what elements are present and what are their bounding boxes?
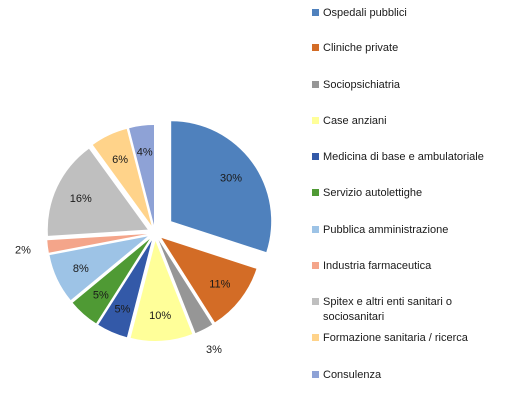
legend-label: Medicina di base e ambulatoriale <box>323 151 484 163</box>
legend-swatch <box>312 117 319 124</box>
pie-slice-11 <box>129 125 154 226</box>
pie-label-1: 30% <box>220 173 242 185</box>
legend-swatch <box>312 44 319 51</box>
legend-item: Case anziani <box>312 114 508 129</box>
legend-item: Ospedali pubblici <box>312 6 508 21</box>
pie-slice-10 <box>92 128 152 226</box>
pie-slice-2 <box>161 237 257 323</box>
legend-swatch <box>312 226 319 233</box>
pie-slice-3 <box>158 240 213 334</box>
legend-item: Formazione sanitaria / ricerca <box>312 331 508 346</box>
pie-slice-7 <box>49 236 148 301</box>
pie-label-4: 10% <box>149 310 171 322</box>
legend-label: Industria farmaceutica <box>323 260 432 272</box>
legend-label: Consulenza <box>323 369 382 381</box>
pie-label-5: 5% <box>114 303 130 315</box>
pie-slices <box>47 121 272 341</box>
legend-swatch <box>312 334 319 341</box>
pie-label-7: 8% <box>73 263 89 275</box>
legend-item: Medicina di base e ambulatoriale <box>312 150 508 165</box>
legend-swatch <box>312 189 319 196</box>
legend-label: Servizio autolettighe <box>323 187 423 199</box>
legend-label: Formazione sanitaria / ricerca <box>323 332 468 344</box>
pie-labels: 30% 11% 3% 10% 5% 5% 8% 2% 16% 6% 4% <box>15 147 242 356</box>
legend-label: Case anziani <box>323 115 387 127</box>
legend-item: Servizio autolettighe <box>312 186 508 201</box>
pie-slice-6 <box>72 239 150 324</box>
legend-item: Industria farmaceutica <box>312 259 508 274</box>
pie-label-3: 3% <box>206 344 222 356</box>
pie-slice-9 <box>47 148 148 236</box>
pie-slice-4 <box>130 240 193 341</box>
legend-swatch <box>312 9 319 16</box>
legend-swatch <box>312 153 319 160</box>
legend-label: Pubblica amministrazione <box>323 224 449 236</box>
legend-label: Sociopsichiatria <box>323 79 401 91</box>
pie-slice-1 <box>171 121 272 253</box>
legend-swatch <box>312 262 319 269</box>
legend-label: Cliniche private <box>323 42 399 54</box>
legend-item: Spitex e altri enti sanitari o sociosani… <box>312 295 508 325</box>
pie-label-8: 2% <box>15 245 31 257</box>
legend-swatch <box>312 371 319 378</box>
pie-label-6: 5% <box>93 290 109 302</box>
pie-label-2: 11% <box>209 278 230 290</box>
pie-label-10: 6% <box>112 154 128 166</box>
legend-swatch <box>312 298 319 305</box>
legend-item: Cliniche private <box>312 41 508 56</box>
legend-label: Ospedali pubblici <box>323 7 407 19</box>
pie-slice-8 <box>47 234 148 253</box>
legend-label: Spitex e altri enti sanitari o sociosani… <box>323 296 453 323</box>
legend-item: Sociopsichiatria <box>312 78 508 93</box>
legend-item: Consulenza <box>312 368 508 383</box>
legend: Ospedali pubblici Cliniche private Sociops… <box>312 0 508 400</box>
pie-label-11: 4% <box>137 147 153 159</box>
pie-slice-5 <box>98 240 152 338</box>
legend-item: Pubblica amministrazione <box>312 223 508 238</box>
pie-chart: 30% 11% 3% 10% 5% 5% 8% 2% 16% 6% 4% <box>15 121 272 356</box>
legend-swatch <box>312 81 319 88</box>
pie-label-9: 16% <box>70 193 92 205</box>
